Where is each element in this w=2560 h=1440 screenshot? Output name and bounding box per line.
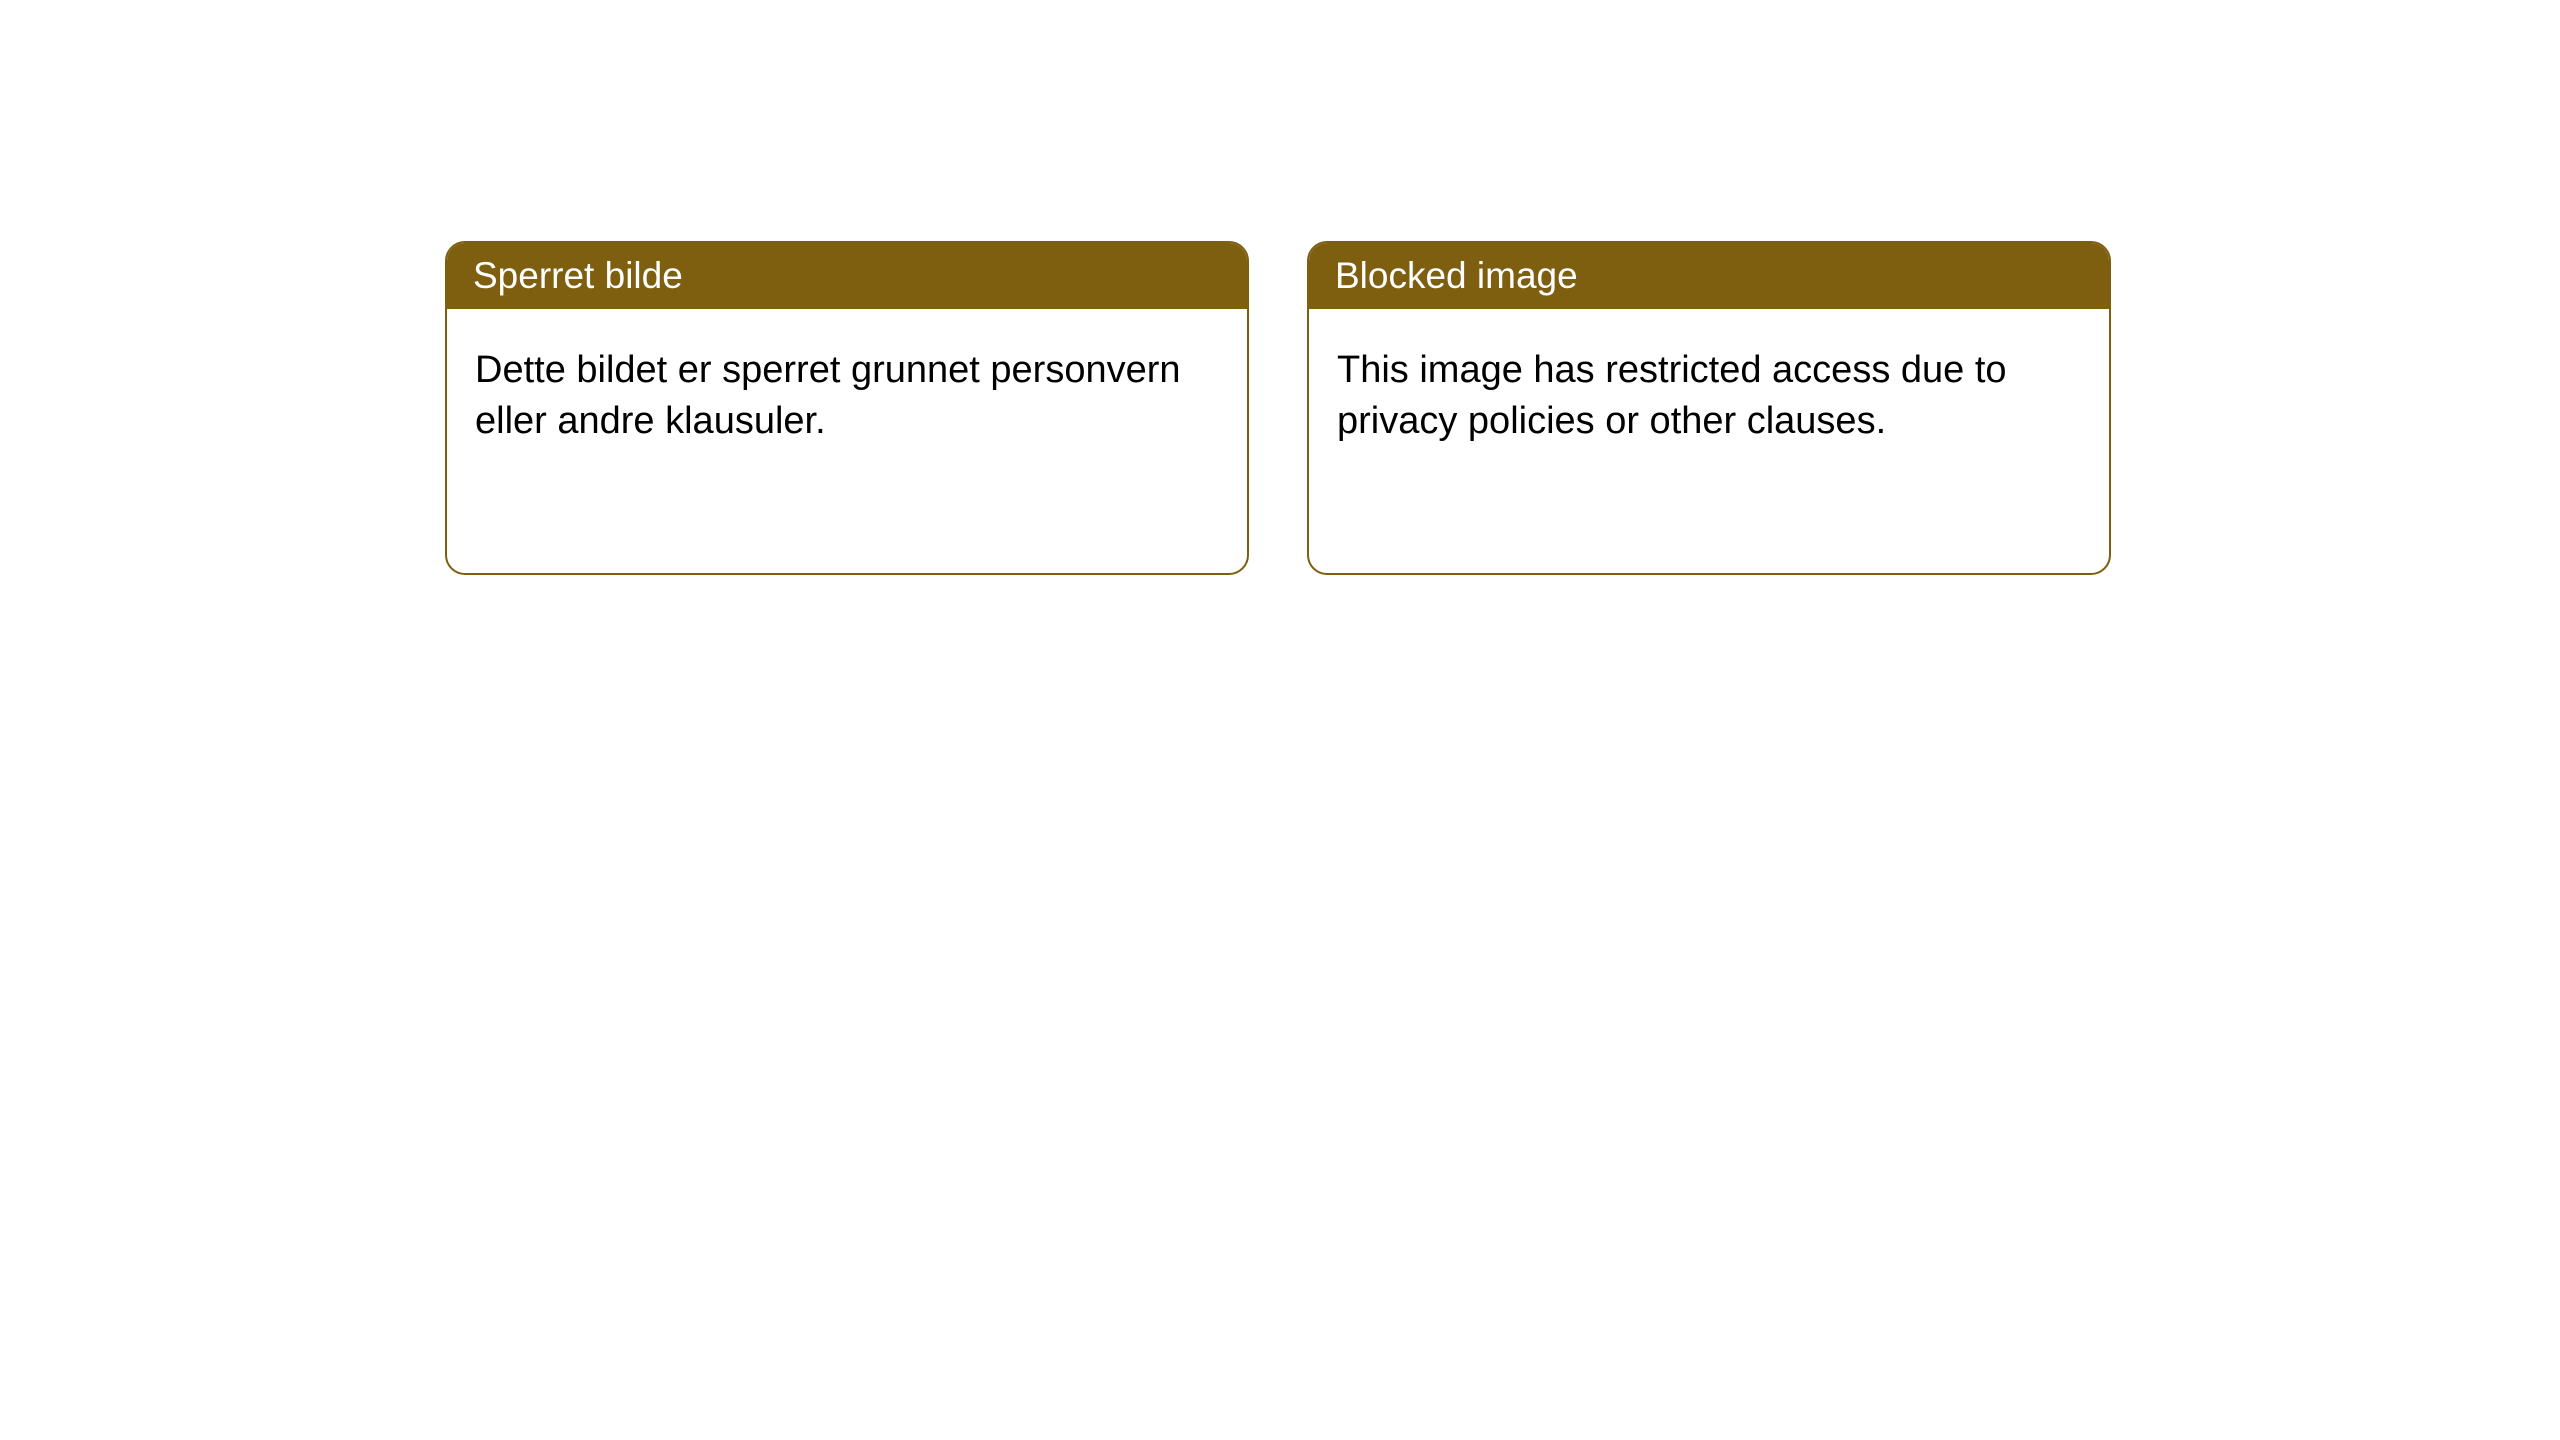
notice-body: This image has restricted access due to …: [1309, 309, 2109, 484]
notice-body-text: Dette bildet er sperret grunnet personve…: [475, 349, 1181, 442]
notice-body: Dette bildet er sperret grunnet personve…: [447, 309, 1247, 484]
notice-body-text: This image has restricted access due to …: [1337, 349, 2007, 442]
notice-header: Sperret bilde: [447, 243, 1247, 309]
notice-header: Blocked image: [1309, 243, 2109, 309]
notice-title: Blocked image: [1335, 255, 1578, 296]
notice-card-english: Blocked image This image has restricted …: [1307, 241, 2111, 575]
notice-title: Sperret bilde: [473, 255, 683, 296]
notice-container: Sperret bilde Dette bildet er sperret gr…: [445, 241, 2111, 575]
notice-card-norwegian: Sperret bilde Dette bildet er sperret gr…: [445, 241, 1249, 575]
